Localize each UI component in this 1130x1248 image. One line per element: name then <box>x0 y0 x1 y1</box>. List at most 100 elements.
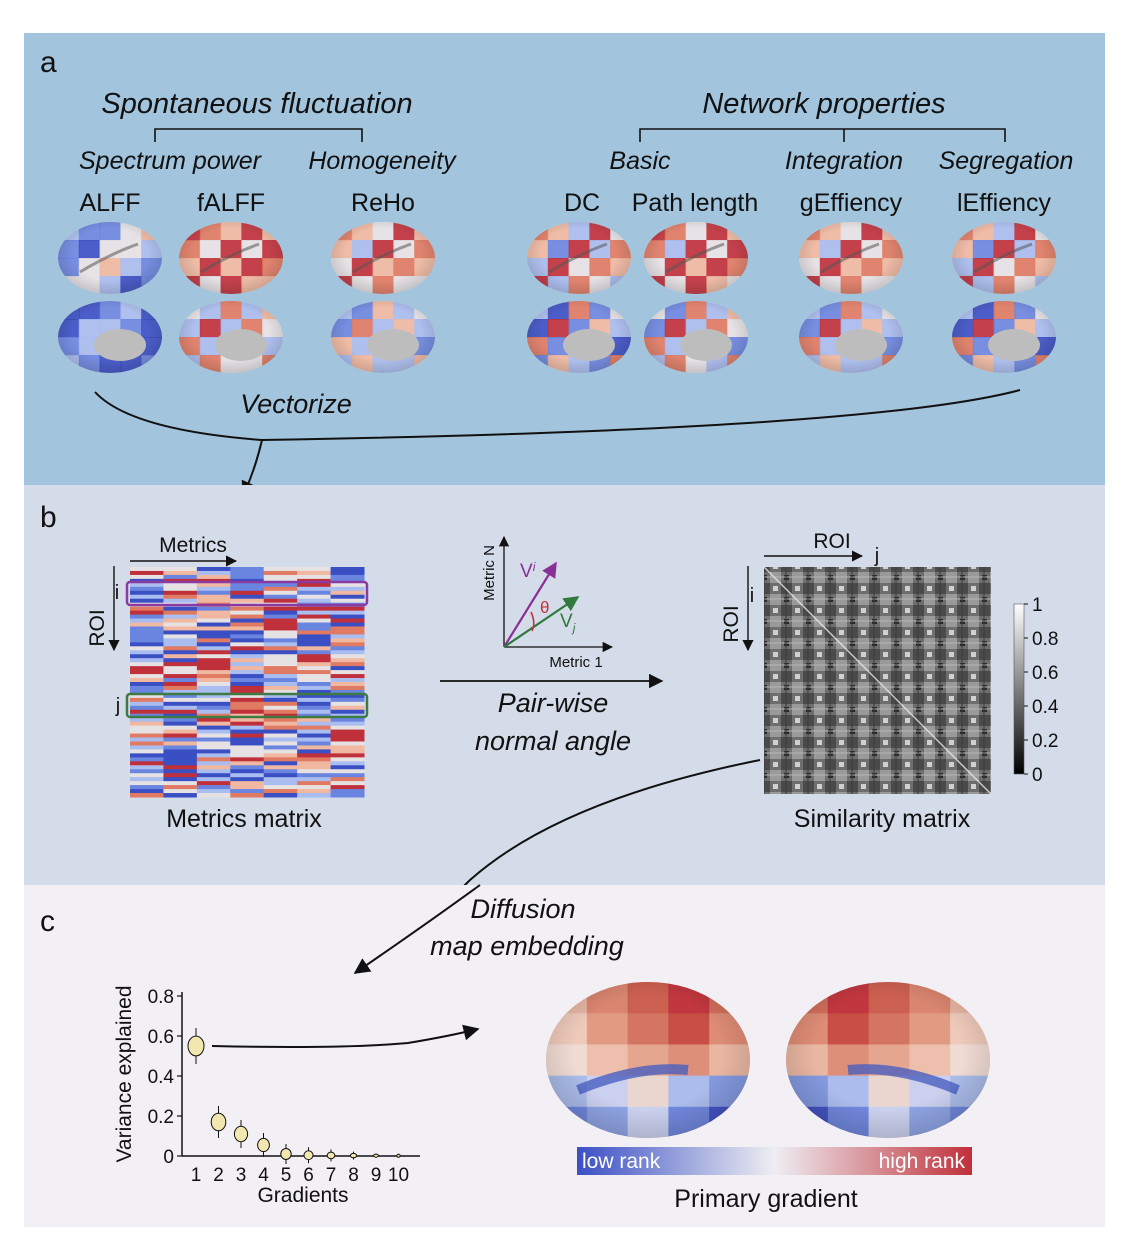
matrix-cell <box>330 590 365 596</box>
metric-label-leffiency: lEffiency <box>957 189 1052 217</box>
matrix-cell <box>330 618 365 624</box>
matrix-cell <box>263 725 298 731</box>
matrix-cell <box>297 717 332 723</box>
matrix-cell <box>230 705 265 711</box>
vector-vj <box>503 596 580 648</box>
matrix-cell <box>330 757 365 762</box>
matrix-cell <box>163 697 198 703</box>
matrix-cell <box>130 574 164 580</box>
matrix-cell <box>263 721 298 727</box>
metrics-axis-label: Metrics <box>159 534 227 557</box>
y-tick-label: 0.8 <box>148 987 174 1008</box>
matrix-cell <box>196 634 231 639</box>
matrix-cell <box>230 781 265 786</box>
panel-a: a Spontaneous fluctuation Spectrum power… <box>24 33 1105 498</box>
matrix-cell <box>263 642 298 647</box>
matrix-cell <box>163 773 198 778</box>
matrix-cell <box>130 586 164 592</box>
matrix-cell <box>330 622 365 627</box>
matrix-cell <box>263 701 298 707</box>
matrix-cell <box>163 777 198 782</box>
primary-gradient-arrow <box>211 1024 480 1048</box>
group2-sub-segregation: Segregation <box>939 147 1074 175</box>
x-tick-label: 2 <box>213 1165 224 1186</box>
matrix-cell <box>130 598 164 604</box>
matrix-cell <box>297 781 332 786</box>
matrix-cell <box>230 761 265 766</box>
metric-label-alff: ALFF <box>79 189 140 217</box>
matrix-cell <box>230 765 265 770</box>
matrix-cell <box>130 646 164 651</box>
matrix-cell <box>230 749 265 754</box>
x-tick-label: 8 <box>348 1165 359 1186</box>
group2-sub-integration: Integration <box>785 147 903 175</box>
matrix-cell <box>130 654 164 659</box>
violin-point <box>373 1153 379 1158</box>
matrix-cell <box>230 733 265 739</box>
matrix-cell <box>163 670 198 675</box>
matrix-cell <box>297 741 332 746</box>
matrix-cell <box>196 662 231 667</box>
matrix-cell <box>130 582 164 588</box>
matrix-cell <box>196 646 231 651</box>
matrix-cell <box>130 773 164 778</box>
similarity-diagonal <box>763 566 992 795</box>
vi-label: Vi <box>520 560 536 582</box>
x-tick-label: 9 <box>371 1165 382 1186</box>
matrix-cell <box>130 685 164 691</box>
matrix-cell <box>297 789 332 794</box>
matrix-cell <box>163 709 198 715</box>
matrix-cell <box>263 606 298 612</box>
matrix-cell <box>130 626 164 631</box>
matrix-cell <box>330 781 365 786</box>
matrix-cell <box>297 745 332 750</box>
violin-point <box>233 1125 249 1143</box>
matrix-cell <box>196 785 231 790</box>
matrix-cell <box>330 574 365 580</box>
matrix-cell <box>330 789 365 794</box>
x-tick-label: 4 <box>258 1165 269 1186</box>
matrix-cell <box>330 594 365 600</box>
matrix-cell <box>263 769 298 774</box>
matrix-cell <box>196 757 231 762</box>
matrix-cell <box>263 586 298 592</box>
matrix-cell <box>163 567 198 572</box>
matrix-cell <box>230 757 265 762</box>
violin-point <box>280 1148 292 1160</box>
matrix-cell <box>263 709 298 715</box>
matrix-cell <box>263 757 298 762</box>
group2-title: Network properties <box>702 88 945 120</box>
matrix-cell <box>230 769 265 774</box>
matrix-cell <box>196 701 231 707</box>
metric-label-dc: DC <box>564 189 600 217</box>
matrix-cell <box>263 582 298 588</box>
matrix-cell <box>330 582 365 588</box>
matrix-cell <box>130 697 164 703</box>
matrix-cell <box>263 765 298 770</box>
matrix-cell <box>196 753 231 758</box>
matrix-cell <box>163 761 198 766</box>
matrix-cell <box>297 570 332 576</box>
diffusion-label-1: Diffusion <box>470 894 575 924</box>
matrix-cell <box>230 658 265 663</box>
matrix-cell <box>196 765 231 770</box>
matrix-cell <box>230 729 265 735</box>
matrix-cell <box>163 781 198 786</box>
matrix-cell <box>130 741 164 746</box>
brain-surface-lat <box>952 222 1056 294</box>
rank-colorbar-high: high rank <box>879 1150 966 1173</box>
matrix-cell <box>130 567 164 572</box>
violin-point <box>349 1152 358 1159</box>
matrix-cell <box>297 725 332 731</box>
matrix-cell <box>130 721 164 727</box>
matrix-cell <box>130 594 164 600</box>
matrix-cell <box>163 654 198 659</box>
matrix-cell <box>130 606 164 612</box>
matrix-cell <box>163 793 198 798</box>
matrix-cell <box>130 642 164 647</box>
diffusion-label-2: map embedding <box>430 931 624 961</box>
matrix-cell <box>130 789 164 794</box>
matrix-cell <box>163 701 198 707</box>
colorbar-tick-label: 0.6 <box>1032 663 1058 684</box>
matrix-cell <box>297 682 332 687</box>
